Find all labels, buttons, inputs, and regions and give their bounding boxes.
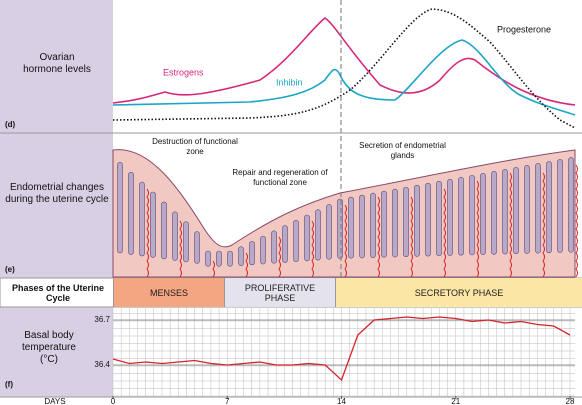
y-tick-label: 36.4 <box>94 360 110 369</box>
gland <box>425 182 431 257</box>
side-panel <box>0 0 113 278</box>
temperature-chart: 36.4 36.7 0 7 14 21 28 DAYS <box>44 308 575 405</box>
gland <box>337 198 343 259</box>
gland <box>436 180 442 257</box>
gland <box>172 211 178 261</box>
phases-label: Phases of the Uterine Cycle <box>11 283 105 303</box>
gland <box>557 159 563 253</box>
phase: PROLIFERATIVE PHASE <box>224 278 335 307</box>
x-tick-label: 14 <box>337 397 346 405</box>
gland <box>513 167 519 255</box>
glands <box>117 157 578 278</box>
gland <box>282 225 288 263</box>
panel-tag: (f) <box>5 380 13 389</box>
progesterone-label: Progesterone <box>497 24 551 34</box>
gland <box>150 191 156 258</box>
x-tick-label: 0 <box>111 397 116 405</box>
panel-label: Endometrial changes during the uterine c… <box>5 182 109 205</box>
side-panel <box>0 307 113 397</box>
gland <box>480 172 486 255</box>
estrogens-label: Estrogens <box>163 67 204 77</box>
gland <box>568 157 574 253</box>
x-tick-label: 28 <box>566 397 575 405</box>
panel-tag: (d) <box>5 120 16 129</box>
gland <box>381 190 387 258</box>
gland <box>447 178 453 256</box>
artery <box>245 252 248 278</box>
artery <box>179 220 182 278</box>
gland <box>249 241 255 266</box>
inhibin-label: Inhibin <box>276 77 303 87</box>
panel-label: Ovarian hormone levels <box>23 52 91 75</box>
estrogens-curve <box>112 17 576 106</box>
gland <box>348 196 354 259</box>
gland <box>227 250 233 267</box>
annotation: Secretion of endometrial glands <box>359 141 446 160</box>
artery <box>212 260 215 278</box>
phase: MENSES <box>113 278 224 307</box>
artery <box>575 164 578 278</box>
gland <box>183 221 189 263</box>
x-tick-label: 7 <box>225 397 230 405</box>
gland <box>414 184 420 257</box>
gland <box>161 201 167 260</box>
gland <box>128 171 134 255</box>
gland <box>260 235 266 265</box>
x-tick-label: 21 <box>451 397 460 405</box>
gland <box>238 246 244 266</box>
gland <box>271 230 277 264</box>
gland <box>546 161 552 254</box>
gland <box>491 170 497 255</box>
artery <box>410 196 413 278</box>
artery <box>146 188 149 278</box>
gland <box>117 162 123 254</box>
artery <box>377 196 380 278</box>
artery <box>278 236 281 278</box>
gland <box>216 250 222 267</box>
gland <box>535 163 541 254</box>
panel-tag: (e) <box>5 265 15 274</box>
gland <box>326 204 332 260</box>
gland <box>205 250 211 267</box>
gland <box>502 169 508 255</box>
gland <box>304 214 310 262</box>
y-tick-label: 36.7 <box>94 315 110 324</box>
gland <box>469 174 475 256</box>
gland <box>139 181 145 257</box>
annotation: Repair and regeneration of functional zo… <box>232 168 328 187</box>
phase: SECRETORY PHASE <box>335 278 582 307</box>
gland <box>315 209 321 261</box>
gland <box>370 192 376 258</box>
annotation: Destruction of functional zone <box>152 137 238 156</box>
artery <box>311 220 314 278</box>
artery <box>476 180 479 278</box>
gland <box>403 186 409 258</box>
artery <box>509 172 512 278</box>
artery <box>344 204 347 278</box>
inhibin-curve <box>112 39 576 116</box>
gland <box>194 231 200 264</box>
gland <box>458 176 464 256</box>
artery <box>443 188 446 278</box>
y-axis-label: Basal body temperature (°C) <box>22 330 76 365</box>
temperature-line <box>112 316 571 382</box>
gland <box>524 165 530 254</box>
x-axis-label: DAYS <box>44 397 65 405</box>
artery <box>542 172 545 278</box>
gland <box>392 188 398 258</box>
gland <box>293 219 299 262</box>
gland <box>359 194 365 259</box>
